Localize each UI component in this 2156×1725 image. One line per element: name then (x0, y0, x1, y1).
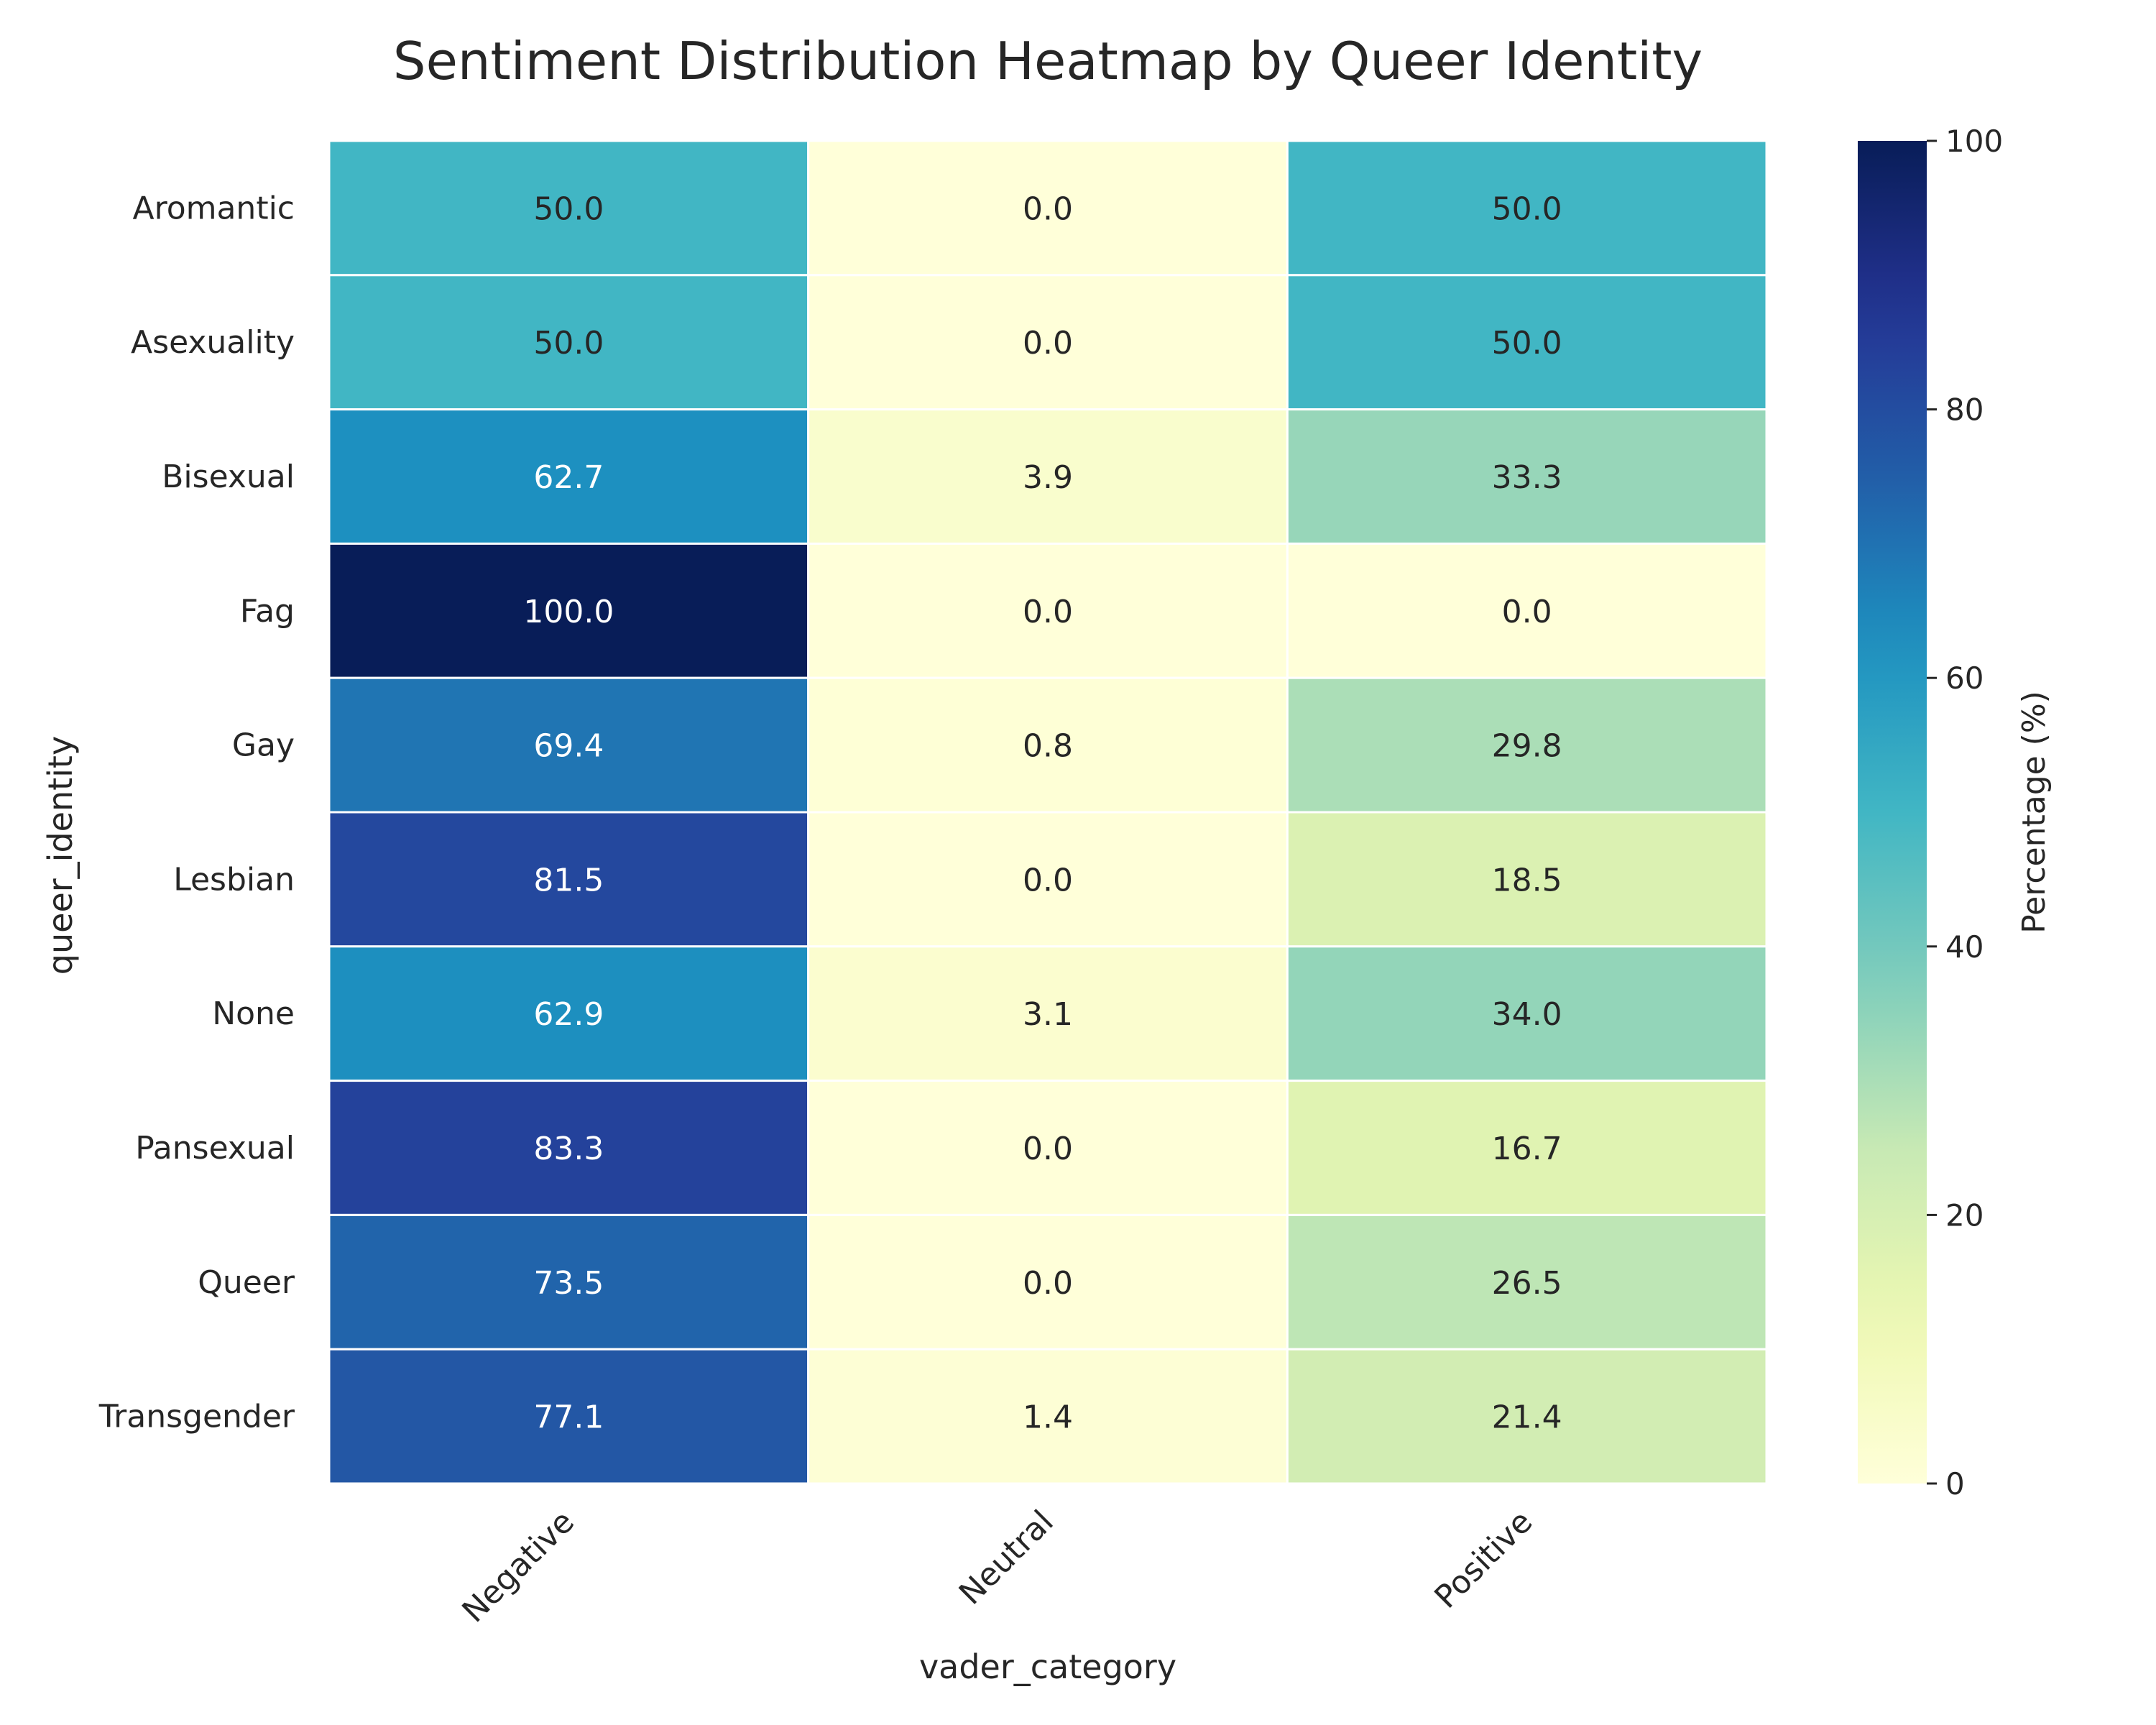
cell-value-label: 73.5 (533, 1265, 604, 1302)
colorbar-tick-label: 60 (1945, 661, 1984, 696)
heatmap-cell (1286, 1080, 1768, 1216)
cell-value-label: 29.8 (1492, 728, 1562, 765)
heatmap-cell (328, 676, 810, 814)
colorbar-tick-label: 100 (1945, 124, 2003, 159)
heatmap-cell (807, 1080, 1289, 1216)
heatmap-cell (807, 408, 1289, 545)
cell-value-label: 16.7 (1492, 1131, 1562, 1167)
row-label: None (212, 995, 295, 1032)
cell-value-label: 50.0 (1492, 325, 1562, 362)
colorbar-tick-label: 80 (1945, 392, 1984, 428)
colorbar-gradient (1858, 141, 1927, 1484)
row-label: Aromantic (132, 190, 295, 226)
heatmap-cell (328, 811, 810, 948)
heatmap-cell (328, 274, 810, 411)
x-axis-label: vader_category (919, 1647, 1176, 1686)
cell-value-label: 0.0 (1023, 1265, 1073, 1302)
heatmap-cells: 50.0 0.0 50.0 50.0 0.0 50.0 62.7 3.9 33.3 100.0 0.… (328, 139, 1768, 1485)
cell-value-label: 0.0 (1023, 1131, 1073, 1167)
column-label: Positive (1427, 1504, 1539, 1616)
heatmap-cell (807, 1348, 1289, 1485)
row-label: Pansexual (135, 1130, 295, 1167)
cell-value-label: 62.9 (533, 996, 604, 1033)
heatmap-cell (1286, 1213, 1768, 1351)
heatmap-cell (328, 1080, 810, 1216)
cell-value-label: 50.0 (533, 325, 604, 362)
cell-value-label: 100.0 (523, 594, 614, 630)
cell-value-label: 34.0 (1492, 996, 1562, 1033)
row-label: Gay (232, 727, 295, 764)
column-labels: Negative Neutral Positive (455, 1504, 1539, 1630)
heatmap-cell (1286, 542, 1768, 679)
heatmap-cell (328, 139, 810, 277)
heatmap-cell (328, 542, 810, 679)
cell-value-label: 0.0 (1502, 594, 1552, 630)
heatmap-cell (1286, 945, 1768, 1082)
cell-value-label: 69.4 (533, 728, 604, 765)
cell-value-label: 3.9 (1023, 459, 1073, 496)
heatmap-cell (807, 945, 1289, 1082)
cell-value-label: 0.8 (1023, 728, 1073, 765)
cell-value-label: 18.5 (1492, 862, 1562, 898)
cell-value-label: 0.0 (1023, 594, 1073, 630)
heatmap-cell (328, 945, 810, 1082)
colorbar-label: Percentage (%) (2016, 691, 2053, 934)
cell-value-label: 50.0 (1492, 190, 1562, 227)
y-axis-label: queer_identity (41, 736, 80, 975)
heatmap-cell (1286, 274, 1768, 411)
heatmap-cell (1286, 811, 1768, 948)
heatmap-cell (807, 811, 1289, 948)
chart-title: Sentiment Distribution Heatmap by Queer … (393, 31, 1703, 91)
row-label: Bisexual (162, 459, 295, 495)
column-label: Neutral (952, 1504, 1061, 1612)
colorbar-ticks: 0 20 40 60 80 100 (1927, 124, 2003, 1501)
heatmap-cell (328, 1213, 810, 1351)
cell-value-label: 0.0 (1023, 862, 1073, 898)
row-label: Fag (240, 593, 295, 630)
row-labels: Aromantic Asexuality Bisexual Fag Gay Lesbian… (98, 190, 295, 1435)
cell-value-label: 62.7 (533, 459, 604, 496)
colorbar-tick-label: 0 (1945, 1466, 1965, 1501)
colorbar-tick-label: 40 (1945, 929, 1984, 965)
heatmap-cell (807, 139, 1289, 277)
row-label: Queer (198, 1264, 295, 1301)
heatmap-cell (328, 1348, 810, 1485)
cell-value-label: 3.1 (1023, 996, 1073, 1033)
cell-value-label: 50.0 (533, 190, 604, 227)
cell-value-label: 0.0 (1023, 190, 1073, 227)
heatmap-cell (1286, 676, 1768, 814)
heatmap-cell (1286, 139, 1768, 277)
row-label: Lesbian (173, 861, 295, 898)
cell-value-label: 83.3 (533, 1131, 604, 1167)
row-label: Asexuality (131, 324, 295, 361)
heatmap-cell (807, 274, 1289, 411)
cell-value-label: 0.0 (1023, 325, 1073, 362)
cell-value-label: 26.5 (1492, 1265, 1562, 1302)
colorbar: 0 20 40 60 80 100 Percentage (%) (1858, 124, 2053, 1501)
cell-value-label: 33.3 (1492, 459, 1562, 496)
cell-value-label: 77.1 (533, 1399, 604, 1436)
heatmap-cell (1286, 1348, 1768, 1485)
cell-value-label: 81.5 (533, 862, 604, 898)
cell-value-label: 21.4 (1492, 1399, 1562, 1436)
column-label: Negative (455, 1504, 581, 1630)
heatmap-cell (807, 676, 1289, 814)
row-label: Transgender (98, 1399, 295, 1435)
cell-value-label: 1.4 (1023, 1399, 1073, 1436)
colorbar-tick-label: 20 (1945, 1197, 1984, 1233)
